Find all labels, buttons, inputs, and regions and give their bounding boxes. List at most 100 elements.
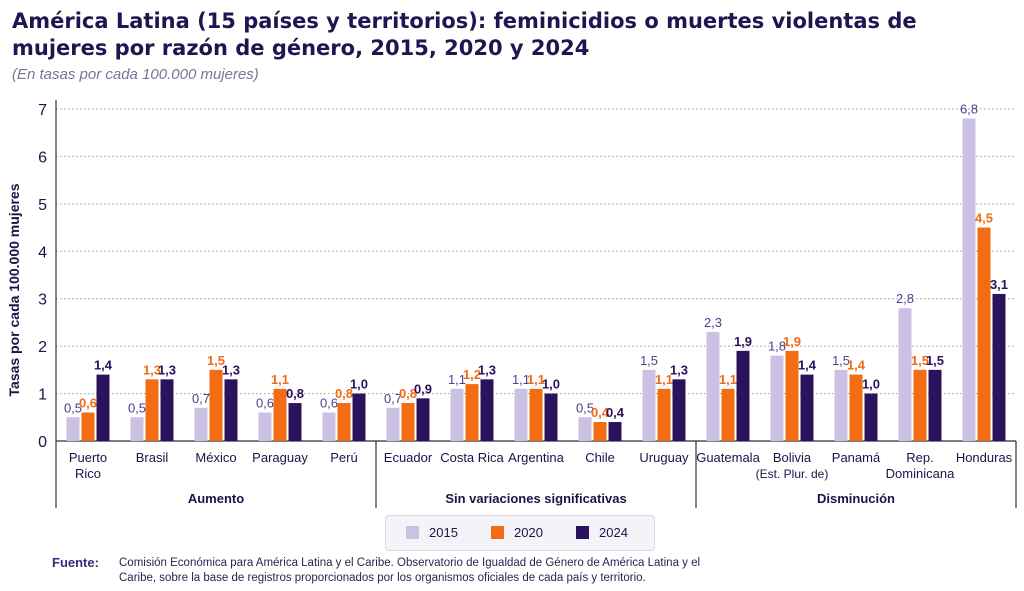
x-tick-label: Puerto bbox=[69, 450, 107, 465]
x-tick-label: Brasil bbox=[136, 450, 169, 465]
data-label-2015: 1,5 bbox=[640, 353, 658, 368]
data-label-2020: 1,2 bbox=[463, 367, 481, 382]
bar-2024 bbox=[224, 379, 238, 441]
bar-2015 bbox=[834, 369, 848, 441]
x-tick-label: (Est. Plur. de) bbox=[756, 467, 829, 481]
data-label-2020: 0,8 bbox=[399, 386, 417, 401]
y-tick-label: 7 bbox=[38, 102, 47, 119]
x-tick-label: Uruguay bbox=[639, 450, 689, 465]
bar-2015 bbox=[770, 355, 784, 441]
bar-2020 bbox=[401, 403, 415, 441]
bar-2015 bbox=[322, 412, 336, 441]
group-label: Disminución bbox=[817, 491, 895, 506]
data-label-2015: 1,5 bbox=[832, 353, 850, 368]
legend-item-2015: 2015 bbox=[406, 525, 458, 540]
data-label-2020: 1,1 bbox=[719, 372, 737, 387]
bar-2024 bbox=[672, 379, 686, 441]
x-tick-label: Bolivia bbox=[773, 450, 812, 465]
chart-legend: 2015 2020 2024 bbox=[385, 515, 655, 551]
bar-2024 bbox=[352, 393, 366, 441]
y-tick-label: 5 bbox=[38, 197, 47, 214]
data-label-2015: 1,1 bbox=[448, 372, 466, 387]
bar-2020 bbox=[977, 227, 991, 441]
y-tick-label: 1 bbox=[38, 387, 47, 404]
y-tick-label: 6 bbox=[38, 149, 47, 166]
bar-2020 bbox=[849, 374, 863, 441]
data-label-2024: 1,3 bbox=[478, 362, 496, 377]
data-label-2015: 0,5 bbox=[576, 400, 594, 415]
data-label-2015: 0,6 bbox=[256, 396, 274, 411]
data-label-2024: 3,1 bbox=[990, 277, 1008, 292]
bar-2024 bbox=[928, 369, 942, 441]
bar-2020 bbox=[273, 388, 287, 441]
data-label-2015: 0,5 bbox=[128, 400, 146, 415]
bar-2015 bbox=[258, 412, 272, 441]
data-label-2015: 1,1 bbox=[512, 372, 530, 387]
data-label-2024: 1,3 bbox=[670, 362, 688, 377]
bar-2015 bbox=[514, 388, 528, 441]
bar-2020 bbox=[529, 388, 543, 441]
bar-2024 bbox=[544, 393, 558, 441]
data-label-2015: 2,8 bbox=[896, 291, 914, 306]
data-label-2015: 0,7 bbox=[192, 391, 210, 406]
bar-2024 bbox=[800, 374, 814, 441]
bar-2015 bbox=[386, 407, 400, 441]
legend-swatch-2015 bbox=[406, 526, 419, 539]
bar-2020 bbox=[337, 403, 351, 441]
data-label-2015: 0,6 bbox=[320, 396, 338, 411]
data-label-2024: 1,9 bbox=[734, 334, 752, 349]
data-label-2024: 1,3 bbox=[158, 362, 176, 377]
legend-swatch-2024 bbox=[576, 526, 589, 539]
x-tick-label: Costa Rica bbox=[440, 450, 504, 465]
data-label-2020: 0,8 bbox=[335, 386, 353, 401]
bar-2024 bbox=[416, 398, 430, 441]
x-tick-label: Argentina bbox=[508, 450, 564, 465]
x-tick-label: Rico bbox=[75, 466, 101, 481]
x-tick-label: México bbox=[195, 450, 236, 465]
x-tick-label: Rep. bbox=[906, 450, 933, 465]
bar-2020 bbox=[465, 384, 479, 441]
bar-2020 bbox=[145, 379, 159, 441]
x-tick-label: Perú bbox=[330, 450, 357, 465]
bar-2020 bbox=[721, 388, 735, 441]
data-label-2024: 1,0 bbox=[862, 377, 880, 392]
data-label-2024: 1,4 bbox=[798, 358, 817, 373]
bar-2015 bbox=[642, 369, 656, 441]
legend-swatch-2020 bbox=[491, 526, 504, 539]
bar-2020 bbox=[785, 350, 799, 441]
bar-2024 bbox=[736, 350, 750, 441]
group-label: Aumento bbox=[188, 491, 244, 506]
data-label-2020: 1,1 bbox=[655, 372, 673, 387]
x-tick-label: Honduras bbox=[956, 450, 1013, 465]
data-label-2024: 1,0 bbox=[542, 377, 560, 392]
data-label-2020: 4,5 bbox=[975, 211, 993, 226]
legend-item-2020: 2020 bbox=[491, 525, 543, 540]
bar-2015 bbox=[962, 118, 976, 441]
bar-2024 bbox=[992, 293, 1006, 441]
data-label-2020: 0,4 bbox=[591, 405, 610, 420]
data-label-2015: 0,7 bbox=[384, 391, 402, 406]
bar-2015 bbox=[66, 417, 80, 441]
bar-2024 bbox=[160, 379, 174, 441]
data-label-2020: 1,5 bbox=[911, 353, 929, 368]
bar-2015 bbox=[450, 388, 464, 441]
data-label-2020: 1,1 bbox=[527, 372, 545, 387]
bar-2015 bbox=[130, 417, 144, 441]
data-label-2024: 1,5 bbox=[926, 353, 944, 368]
bar-2015 bbox=[578, 417, 592, 441]
bar-2020 bbox=[209, 369, 223, 441]
source-text: Comisión Económica para América Latina y… bbox=[119, 557, 701, 584]
y-axis-label: Tasas por cada 100.000 mujeres bbox=[6, 183, 22, 396]
legend-label-2024: 2024 bbox=[599, 525, 628, 540]
bar-2024 bbox=[608, 422, 622, 441]
x-tick-label: Guatemala bbox=[696, 450, 760, 465]
chart-title: América Latina (15 países y territorios)… bbox=[12, 9, 917, 60]
bar-2024 bbox=[480, 379, 494, 441]
data-label-2020: 0,6 bbox=[79, 396, 97, 411]
y-tick-label: 2 bbox=[38, 339, 47, 356]
bar-2020 bbox=[657, 388, 671, 441]
data-label-2015: 1,8 bbox=[768, 339, 786, 354]
data-label-2024: 1,4 bbox=[94, 358, 113, 373]
y-tick-label: 4 bbox=[38, 244, 47, 261]
